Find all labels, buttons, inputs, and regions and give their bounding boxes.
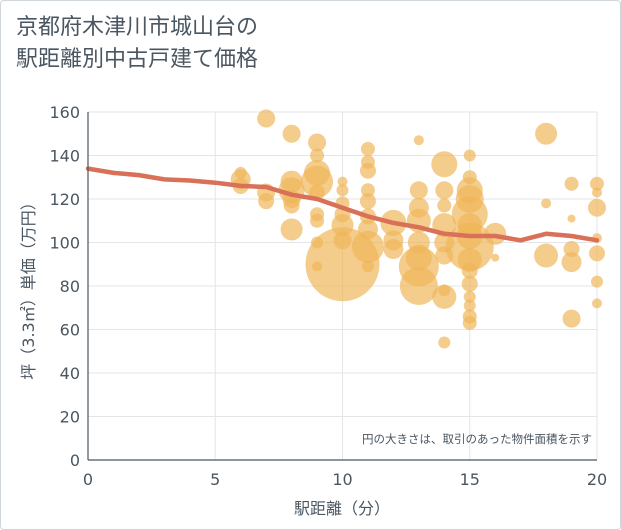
y-tick-label: 60 — [60, 321, 80, 340]
x-tick-label: 0 — [83, 470, 93, 489]
bubble — [351, 230, 384, 263]
axes — [87, 112, 597, 461]
bubble — [438, 336, 451, 349]
x-tick-label: 10 — [332, 470, 352, 489]
bubble — [591, 275, 603, 288]
bubble — [463, 290, 476, 303]
bubble — [562, 309, 581, 328]
bubble — [310, 148, 325, 163]
bubble — [589, 245, 605, 262]
bubble — [301, 165, 334, 198]
bubble — [588, 198, 606, 217]
x-tick-label: 20 — [587, 470, 607, 489]
bubble — [310, 213, 325, 228]
bubble — [535, 122, 558, 145]
y-tick-label: 160 — [49, 103, 80, 122]
bubbles — [230, 109, 606, 349]
bubble — [360, 183, 375, 198]
bubble — [282, 124, 301, 143]
trend-line — [85, 166, 600, 243]
bubble — [383, 239, 404, 260]
bubble — [432, 284, 457, 309]
chart-title-line-2: 駅距離別中古戸建て価格 — [16, 47, 259, 72]
y-tick-label: 20 — [60, 408, 80, 427]
y-tick-label: 40 — [60, 364, 80, 383]
bubble — [437, 198, 452, 213]
bubble — [541, 198, 552, 209]
bubble — [491, 253, 500, 262]
bubble — [359, 162, 376, 179]
bubble — [463, 299, 476, 312]
bubble — [462, 315, 477, 330]
bubble — [413, 135, 424, 146]
bubble — [431, 151, 458, 178]
tick-labels: 0 20 40 60 80 100 120 140 160 0 5 10 15 20 — [49, 103, 607, 489]
y-tick-label: 100 — [49, 234, 80, 253]
bubble — [333, 231, 352, 250]
bubble — [461, 275, 478, 292]
bubble — [590, 176, 604, 191]
bubble — [361, 260, 374, 273]
bubble — [435, 181, 454, 200]
bubble — [399, 267, 438, 305]
chart-title-line-1: 京都府木津川市城山台の — [16, 15, 259, 40]
bubble — [463, 149, 476, 162]
bubble — [592, 298, 602, 309]
bubble — [564, 176, 579, 191]
bubble — [257, 109, 276, 128]
x-axis-label: 駅距離（分） — [294, 499, 390, 518]
x-tick-label: 15 — [460, 470, 480, 489]
bubble — [534, 243, 559, 268]
bubble — [336, 184, 349, 197]
bubble — [337, 176, 348, 187]
bubble — [283, 197, 300, 214]
size-note: 円の大きさは、取引のあった物件面積を示す — [362, 432, 592, 446]
bubble — [280, 218, 303, 241]
y-tick-label: 80 — [60, 277, 80, 296]
bubble — [360, 141, 375, 156]
bubble — [592, 187, 602, 198]
y-axis-label: 坪（3.3㎡）単価（万円） — [19, 194, 38, 379]
chart-title: 京都府木津川市城山台の 駅距離別中古戸建て価格 — [16, 12, 258, 76]
trend-line-group — [85, 166, 600, 243]
y-tick-label: 0 — [70, 451, 80, 470]
bubble — [561, 252, 582, 273]
y-tick-label: 140 — [49, 147, 80, 166]
bubble — [461, 262, 478, 279]
bubble — [258, 193, 275, 210]
bubble — [567, 214, 576, 223]
y-tick-label: 120 — [49, 190, 80, 209]
bubble — [409, 181, 428, 200]
bubble — [308, 133, 327, 152]
bubble — [359, 193, 376, 210]
x-tick-label: 5 — [210, 470, 220, 489]
